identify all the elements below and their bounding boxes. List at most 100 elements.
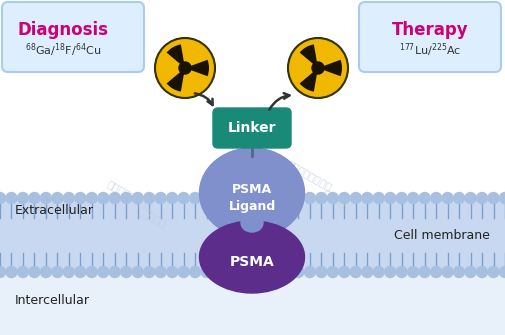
Circle shape (178, 193, 189, 203)
Circle shape (235, 267, 246, 277)
Circle shape (224, 193, 235, 203)
Wedge shape (299, 44, 317, 64)
Circle shape (327, 267, 338, 277)
Circle shape (109, 193, 120, 203)
Circle shape (132, 193, 143, 203)
Circle shape (373, 193, 384, 203)
Circle shape (385, 267, 396, 277)
Ellipse shape (199, 221, 305, 293)
Circle shape (499, 193, 505, 203)
Circle shape (316, 193, 327, 203)
Circle shape (86, 193, 97, 203)
Circle shape (477, 267, 487, 277)
Circle shape (339, 193, 350, 203)
Circle shape (52, 193, 63, 203)
Circle shape (362, 267, 373, 277)
Circle shape (235, 193, 246, 203)
Circle shape (293, 267, 304, 277)
FancyBboxPatch shape (2, 2, 144, 72)
Circle shape (350, 267, 361, 277)
Text: Linker: Linker (228, 121, 276, 135)
Circle shape (75, 267, 86, 277)
Circle shape (213, 267, 224, 277)
Circle shape (316, 267, 327, 277)
Circle shape (259, 193, 270, 203)
Text: 北京大学肿瘤医院: 北京大学肿瘤医院 (286, 158, 334, 192)
Circle shape (63, 267, 74, 277)
Circle shape (339, 267, 350, 277)
Circle shape (442, 193, 453, 203)
Wedge shape (167, 72, 184, 92)
Circle shape (488, 193, 499, 203)
Circle shape (189, 193, 200, 203)
Circle shape (270, 193, 281, 203)
Circle shape (98, 267, 109, 277)
Circle shape (75, 193, 86, 203)
Circle shape (396, 267, 407, 277)
Circle shape (144, 267, 155, 277)
Circle shape (40, 267, 52, 277)
Circle shape (6, 193, 17, 203)
Circle shape (281, 267, 292, 277)
Circle shape (350, 193, 361, 203)
Circle shape (327, 193, 338, 203)
Text: $^{177}$Lu/$^{225}$Ac: $^{177}$Lu/$^{225}$Ac (399, 41, 461, 59)
Circle shape (201, 267, 212, 277)
Circle shape (396, 193, 407, 203)
Circle shape (247, 193, 258, 203)
Circle shape (6, 267, 17, 277)
Circle shape (155, 267, 166, 277)
Circle shape (0, 267, 6, 277)
Circle shape (431, 267, 442, 277)
Circle shape (155, 193, 166, 203)
Circle shape (419, 267, 430, 277)
Bar (0, 198, 505, 272)
Wedge shape (299, 72, 317, 92)
Wedge shape (191, 60, 209, 76)
Circle shape (453, 193, 465, 203)
Circle shape (155, 38, 215, 98)
Circle shape (18, 267, 28, 277)
FancyBboxPatch shape (359, 2, 501, 72)
Text: Therapy: Therapy (392, 21, 468, 39)
Circle shape (477, 193, 487, 203)
Circle shape (201, 193, 212, 203)
Circle shape (419, 193, 430, 203)
Circle shape (293, 193, 304, 203)
Circle shape (132, 267, 143, 277)
Ellipse shape (241, 214, 263, 232)
Circle shape (121, 193, 132, 203)
Text: $^{68}$Ga/$^{18}$F/$^{64}$Cu: $^{68}$Ga/$^{18}$F/$^{64}$Cu (25, 41, 100, 59)
Circle shape (453, 267, 465, 277)
Circle shape (288, 38, 348, 98)
Text: Intercellular: Intercellular (15, 293, 90, 307)
Circle shape (431, 193, 442, 203)
Text: PSMA
Ligand: PSMA Ligand (228, 183, 276, 213)
Circle shape (213, 193, 224, 203)
Text: 核医学科: 核医学科 (142, 207, 168, 228)
Wedge shape (324, 60, 342, 76)
Circle shape (312, 62, 324, 74)
Circle shape (373, 267, 384, 277)
Circle shape (305, 267, 316, 277)
Circle shape (18, 193, 28, 203)
Circle shape (109, 267, 120, 277)
Circle shape (167, 193, 178, 203)
Circle shape (40, 193, 52, 203)
Circle shape (442, 267, 453, 277)
Circle shape (29, 193, 40, 203)
Wedge shape (167, 44, 184, 64)
FancyBboxPatch shape (213, 108, 291, 148)
Circle shape (224, 267, 235, 277)
Text: Diagnosis: Diagnosis (17, 21, 108, 39)
Circle shape (247, 267, 258, 277)
Circle shape (0, 193, 6, 203)
Circle shape (465, 267, 476, 277)
Bar (0, 272, 505, 335)
Circle shape (178, 267, 189, 277)
Circle shape (121, 267, 132, 277)
Circle shape (270, 267, 281, 277)
Circle shape (98, 193, 109, 203)
Circle shape (385, 193, 396, 203)
Circle shape (408, 193, 419, 203)
